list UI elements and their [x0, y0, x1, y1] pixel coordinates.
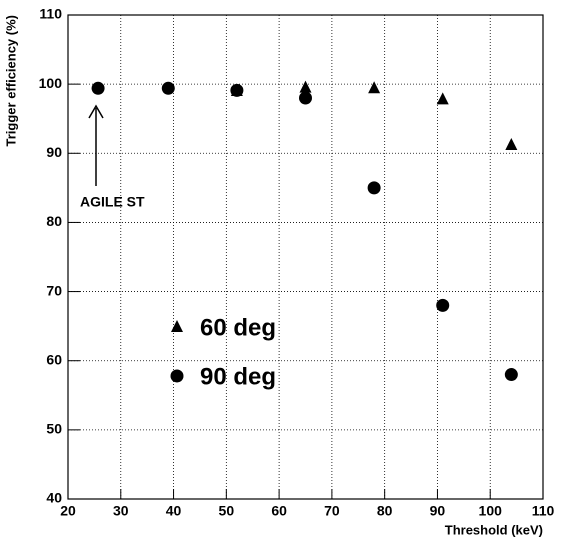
x-axis-label: Threshold (keV)	[445, 522, 543, 537]
y-tick-label: 70	[46, 282, 62, 298]
y-tick-label: 60	[46, 351, 62, 367]
y-tick-label: 90	[46, 144, 62, 160]
triangle-marker	[299, 80, 312, 93]
y-tick-label: 50	[46, 421, 62, 437]
x-tick-label: 100	[479, 503, 503, 519]
x-tick-label: 50	[219, 503, 235, 519]
y-tick-label: 40	[46, 490, 62, 506]
circle-marker	[161, 81, 175, 95]
circle-marker	[299, 91, 312, 105]
triangle-marker	[368, 81, 381, 94]
x-tick-label: 60	[271, 503, 287, 519]
circle-marker	[436, 298, 450, 312]
arrow-head	[88, 104, 104, 119]
triangle-marker	[505, 137, 518, 150]
x-tick-label: 80	[377, 503, 393, 519]
circle-marker	[367, 181, 381, 195]
legend-marker	[170, 369, 184, 383]
x-tick-label: 90	[430, 503, 446, 519]
legend-marker	[171, 320, 183, 332]
circle-marker	[230, 83, 244, 97]
x-tick-label: 70	[324, 503, 340, 519]
plot-frame	[67, 14, 544, 500]
x-tick-label: 110	[532, 503, 555, 519]
circle-marker	[504, 368, 518, 382]
y-tick-label: 80	[46, 213, 62, 229]
x-tick-label: 30	[113, 503, 129, 519]
circle-marker	[91, 81, 105, 95]
legend-label: 90 deg	[200, 363, 276, 390]
y-tick-label: 100	[39, 75, 63, 91]
triangle-marker	[436, 92, 449, 105]
y-axis-label: Trigger efficiency (%)	[3, 15, 18, 146]
y-tick-label: 110	[39, 6, 62, 22]
legend-label: 60 deg	[200, 314, 276, 341]
x-tick-label: 20	[60, 503, 76, 519]
annotation: AGILE ST	[80, 194, 145, 210]
x-tick-label: 40	[166, 503, 182, 519]
